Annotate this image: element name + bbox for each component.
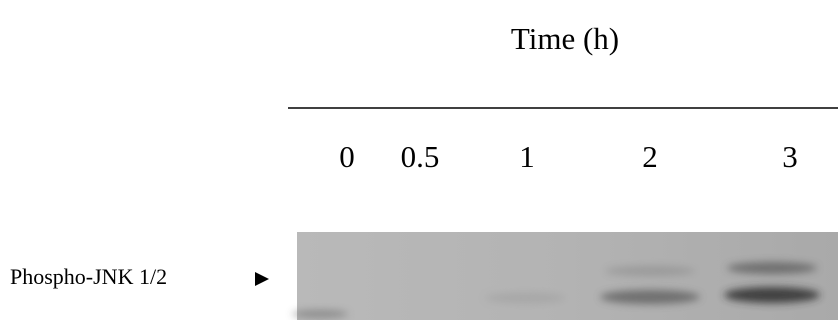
blot-smear xyxy=(292,310,348,318)
lane-labels: 0 0.5 1 2 3 xyxy=(339,139,798,174)
band-lane-3 xyxy=(724,287,820,303)
lane-label: 3 xyxy=(782,139,798,174)
blot-background xyxy=(297,232,838,320)
band-lane-2-upper xyxy=(605,266,695,276)
blot-image xyxy=(292,232,838,320)
band-arrow xyxy=(255,272,269,286)
lane-label: 0 xyxy=(339,139,355,174)
band-faint xyxy=(485,293,565,303)
figure: Time (h) 0 0.5 1 2 3 Phospho-JNK 1/2 xyxy=(0,0,838,320)
lane-label: 2 xyxy=(642,139,658,174)
lane-label: 1 xyxy=(519,139,535,174)
band-label: Phospho-JNK 1/2 xyxy=(10,264,167,289)
band-lane-2 xyxy=(600,290,700,304)
band-lane-3-upper xyxy=(727,262,817,274)
lane-label: 0.5 xyxy=(401,139,440,174)
time-title: Time (h) xyxy=(511,21,619,56)
